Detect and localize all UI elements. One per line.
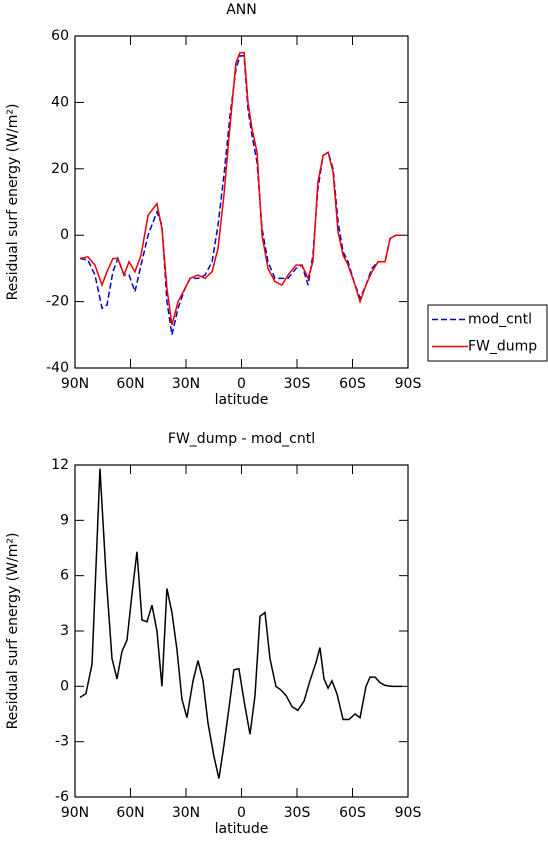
y-tick-label: 12 bbox=[51, 457, 69, 473]
x-tick-label: 60N bbox=[116, 805, 144, 821]
y-tick-label: 20 bbox=[51, 161, 69, 177]
chart-title: FW_dump - mod_cntl bbox=[168, 431, 315, 447]
y-tick-label: 6 bbox=[60, 568, 69, 584]
y-tick-label: -40 bbox=[46, 360, 69, 376]
data-line bbox=[79, 55, 403, 335]
y-axis-label: Residual surf energy (W/m²) bbox=[5, 533, 21, 730]
data-line bbox=[79, 51, 403, 326]
x-tick-label: 30N bbox=[172, 805, 200, 821]
x-tick-label: 0 bbox=[237, 376, 246, 392]
y-tick-label: 0 bbox=[60, 678, 69, 694]
y-tick-label: 40 bbox=[51, 94, 69, 110]
x-tick-label: 60S bbox=[339, 376, 366, 392]
data-line bbox=[79, 468, 403, 779]
y-tick-label: 0 bbox=[60, 227, 69, 243]
legend-label: mod_cntl bbox=[468, 312, 532, 328]
legend-label: FW_dump bbox=[468, 339, 537, 355]
x-tick-label: 90N bbox=[61, 805, 89, 821]
legend-box bbox=[427, 304, 548, 362]
x-tick-label: 60S bbox=[339, 805, 366, 821]
x-tick-label: 30N bbox=[172, 376, 200, 392]
y-axis-label: Residual surf energy (W/m²) bbox=[5, 104, 21, 301]
plot-frame bbox=[74, 35, 409, 369]
x-tick-label: 30S bbox=[284, 805, 311, 821]
y-tick-label: 3 bbox=[60, 623, 69, 639]
y-tick-label: 60 bbox=[51, 28, 69, 44]
x-axis-label: latitude bbox=[215, 821, 269, 837]
x-axis-label: latitude bbox=[215, 392, 269, 408]
x-tick-label: 30S bbox=[284, 376, 311, 392]
x-tick-label: 90N bbox=[61, 376, 89, 392]
x-tick-label: 90S bbox=[395, 805, 422, 821]
x-tick-label: 0 bbox=[237, 805, 246, 821]
y-tick-label: -20 bbox=[46, 294, 69, 310]
plot-frame bbox=[74, 464, 409, 798]
y-tick-label: 9 bbox=[60, 512, 69, 528]
x-tick-label: 90S bbox=[395, 376, 422, 392]
chart-title: ANN bbox=[226, 2, 257, 18]
y-tick-label: -3 bbox=[55, 734, 69, 750]
x-tick-label: 60N bbox=[116, 376, 144, 392]
y-tick-label: -6 bbox=[55, 789, 69, 805]
